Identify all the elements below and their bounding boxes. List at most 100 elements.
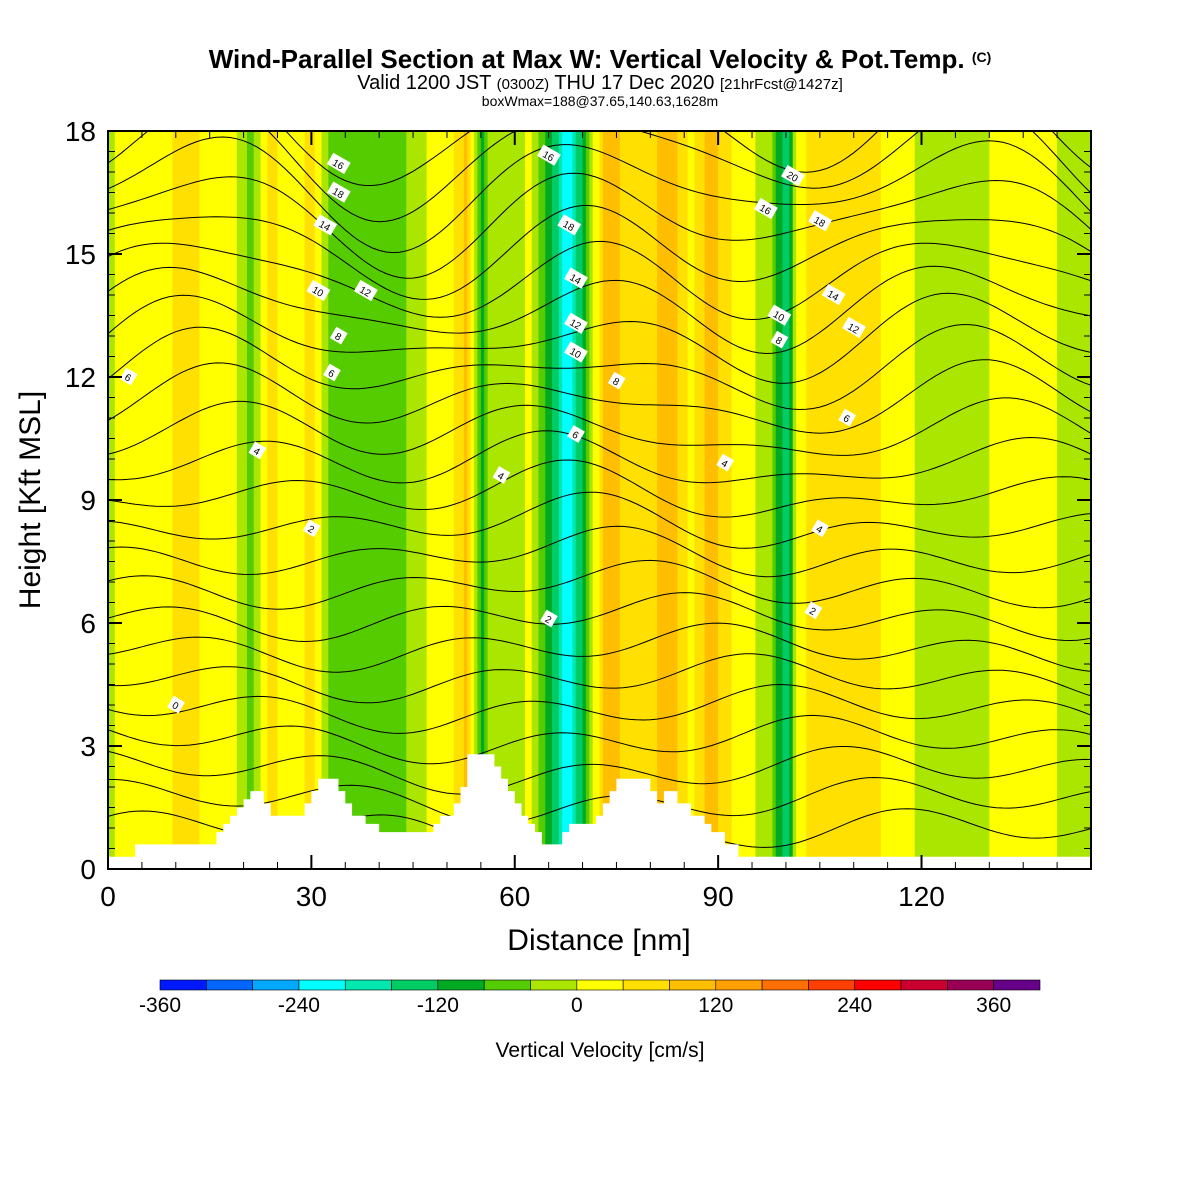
velocity-column (731, 131, 736, 869)
velocity-column (894, 131, 899, 869)
svg-text:18: 18 (812, 215, 828, 230)
velocity-column (616, 131, 621, 869)
velocity-column (145, 131, 150, 869)
velocity-column (491, 131, 496, 869)
svg-text:4: 4 (495, 471, 506, 484)
velocity-column (982, 131, 987, 869)
velocity-column (369, 131, 373, 869)
velocity-column (1016, 131, 1021, 869)
velocity-column (636, 131, 641, 869)
svg-text:6: 6 (122, 372, 133, 385)
isentrope-line (108, 653, 1091, 704)
velocity-column (955, 131, 960, 869)
isentrope-line (108, 136, 1091, 254)
velocity-column (833, 131, 838, 869)
velocity-column (589, 131, 594, 869)
svg-text:18: 18 (330, 186, 346, 201)
contour-label: 10 (306, 279, 331, 302)
subtitle-date: THU 17 Dec 2020 (549, 72, 720, 94)
velocity-column (606, 131, 611, 869)
velocity-column (1074, 131, 1079, 869)
velocity-column (630, 131, 634, 869)
colorbar-swatch (391, 979, 439, 991)
contour-label: 4 (492, 466, 511, 484)
velocity-column (585, 131, 590, 869)
velocity-column (406, 131, 411, 869)
velocity-column (270, 131, 275, 869)
velocity-column (877, 131, 882, 869)
velocity-column (192, 131, 197, 869)
velocity-column (707, 131, 712, 869)
velocity-column (1036, 131, 1041, 869)
colorbar-swatch (761, 979, 809, 991)
svg-text:16: 16 (757, 203, 773, 218)
contour-label: 18 (557, 214, 582, 236)
velocity-column (426, 131, 431, 869)
velocity-column (596, 131, 601, 869)
svg-text:6: 6 (570, 430, 581, 443)
velocity-column (691, 131, 696, 869)
svg-text:8: 8 (333, 331, 344, 344)
velocity-column (199, 131, 204, 869)
contour-label: 2 (540, 609, 558, 628)
velocity-column (413, 131, 418, 869)
velocity-column (135, 131, 140, 869)
velocity-column (975, 131, 980, 869)
terrain-shape (108, 754, 1091, 869)
velocity-column (728, 131, 733, 869)
velocity-column (240, 131, 245, 869)
velocity-column (362, 131, 367, 869)
copyright-mark: (C) (971, 49, 992, 65)
velocity-column (755, 131, 760, 869)
velocity-column (307, 131, 312, 869)
velocity-column (294, 131, 299, 869)
x-tick-label: 30 (296, 881, 327, 912)
velocity-column (321, 131, 326, 869)
colorbar-swatch (993, 979, 1041, 991)
terrain-mask (108, 754, 1091, 869)
velocity-column (274, 131, 279, 869)
velocity-column (887, 131, 892, 869)
svg-text:18: 18 (561, 219, 577, 234)
velocity-column (430, 131, 435, 869)
velocity-column (152, 131, 157, 869)
contour-label: 8 (329, 326, 348, 345)
velocity-column (891, 131, 895, 869)
colorbar-swatch (298, 979, 346, 991)
isentrope-line (108, 683, 1091, 734)
isentrope-line (108, 292, 1091, 384)
velocity-column (711, 131, 716, 869)
velocity-column (562, 131, 567, 869)
velocity-column (1050, 131, 1055, 869)
chart-title-text: Wind-Parallel Section at Max W: Vertical… (208, 44, 965, 74)
velocity-column (206, 131, 211, 869)
contour-label: 8 (607, 371, 626, 390)
isentrope-line (108, 622, 1091, 673)
x-axis-title: Distance [nm] (507, 924, 690, 957)
velocity-column (518, 131, 523, 869)
velocity-column (155, 131, 160, 869)
velocity-column (741, 131, 746, 869)
velocity-column (819, 131, 824, 869)
velocity-column (948, 131, 953, 869)
velocity-column (657, 131, 662, 869)
svg-text:12: 12 (357, 285, 373, 300)
velocity-column (521, 131, 526, 869)
velocity-column (148, 131, 153, 869)
velocity-column (968, 131, 973, 869)
svg-text:14: 14 (567, 272, 583, 287)
velocity-column (1070, 131, 1075, 869)
colorbar-swatch (808, 979, 856, 991)
velocity-column (338, 131, 343, 869)
contour-label: 6 (567, 425, 585, 443)
velocity-column (1053, 131, 1058, 869)
velocity-column (128, 131, 133, 869)
velocity-column (250, 131, 255, 869)
velocity-column (996, 131, 1001, 869)
svg-text:10: 10 (567, 346, 583, 361)
velocity-column (718, 131, 723, 869)
velocity-column (836, 131, 841, 869)
velocity-column (643, 131, 648, 869)
isentrope-line (108, 491, 1091, 549)
isentrope-line (108, 776, 1091, 825)
